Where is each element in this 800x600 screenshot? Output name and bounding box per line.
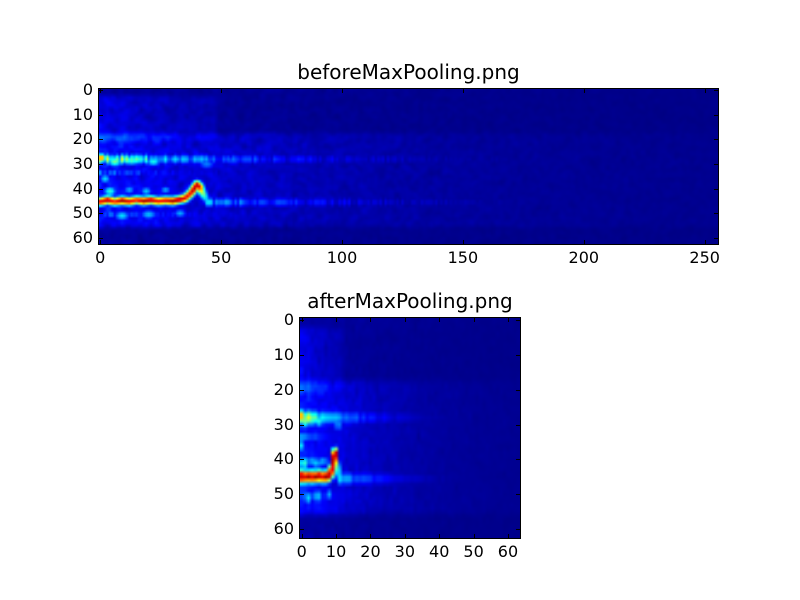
tick-mark [336,534,338,538]
x-tick-label: 0 [95,248,106,267]
tick-mark [583,89,585,93]
tick-mark [516,389,520,391]
x-tick-label: 20 [360,542,381,561]
tick-mark [99,237,103,239]
tick-mark [507,318,509,322]
plot-area-after [299,317,521,539]
plot-title-after: afterMaxPooling.png [307,289,513,313]
tick-mark [462,240,464,244]
x-tick-label: 50 [463,542,484,561]
tick-mark [301,318,303,322]
tick-mark [100,240,102,244]
tick-mark [714,188,718,190]
tick-mark [301,534,303,538]
x-tick-label: 30 [394,542,416,561]
heatmap-canvas-before [99,89,718,244]
tick-mark [99,164,103,166]
tick-mark [300,529,304,531]
x-tick-label: 250 [689,248,720,267]
tick-mark [439,534,441,538]
plot-area-before [98,88,719,245]
tick-mark [342,89,343,93]
tick-mark [704,89,706,93]
tick-mark [439,318,441,322]
tick-mark [714,114,718,116]
tick-mark [473,534,475,538]
tick-mark [473,318,475,322]
tick-mark [300,424,304,426]
tick-mark [583,240,585,244]
tick-mark [300,389,304,391]
x-tick-label: 50 [210,248,232,267]
x-tick-label: 150 [447,248,479,267]
tick-mark [462,89,464,93]
y-tick-label: 30 [273,414,294,434]
y-tick-label: 10 [72,104,93,124]
tick-mark [714,139,718,141]
tick-mark [516,354,520,356]
tick-mark [507,534,509,538]
x-tick-label: 10 [325,542,347,561]
tick-mark [300,319,304,321]
tick-mark [516,424,520,426]
tick-mark [516,319,520,321]
y-tick-label: 40 [72,178,93,198]
y-tick-label: 0 [82,80,93,100]
x-tick-label: 0 [296,542,307,561]
tick-mark [342,240,343,244]
tick-mark [99,114,103,116]
tick-mark [516,459,520,461]
tick-mark [221,240,223,244]
tick-mark [370,318,372,322]
tick-mark [704,240,706,244]
x-tick-label: 100 [326,248,358,267]
tick-mark [714,90,718,92]
plot-title-before: beforeMaxPooling.png [297,60,520,84]
tick-mark [99,90,103,92]
tick-mark [99,213,103,215]
tick-mark [300,459,304,461]
y-tick-label: 30 [72,154,93,174]
y-tick-label: 60 [72,227,93,247]
y-tick-label: 40 [273,449,294,469]
y-tick-label: 0 [283,309,294,329]
x-tick-label: 200 [568,248,600,267]
y-tick-label: 60 [273,519,294,539]
y-tick-label: 20 [273,379,294,399]
tick-mark [714,237,718,239]
y-tick-label: 50 [72,203,93,223]
tick-mark [404,318,406,322]
tick-mark [99,139,103,141]
tick-mark [221,89,223,93]
heatmap-canvas-after [300,318,520,538]
tick-mark [516,494,520,496]
tick-mark [300,354,304,356]
tick-mark [336,318,338,322]
tick-mark [99,188,103,190]
tick-mark [516,529,520,531]
x-tick-label: 40 [429,542,450,561]
tick-mark [714,164,718,166]
y-tick-label: 20 [72,129,93,149]
tick-mark [370,534,372,538]
tick-mark [100,89,102,93]
y-tick-label: 50 [273,484,294,504]
tick-mark [404,534,406,538]
x-tick-label: 60 [497,542,519,561]
tick-mark [300,494,304,496]
y-tick-label: 10 [273,344,294,364]
tick-mark [714,213,718,215]
